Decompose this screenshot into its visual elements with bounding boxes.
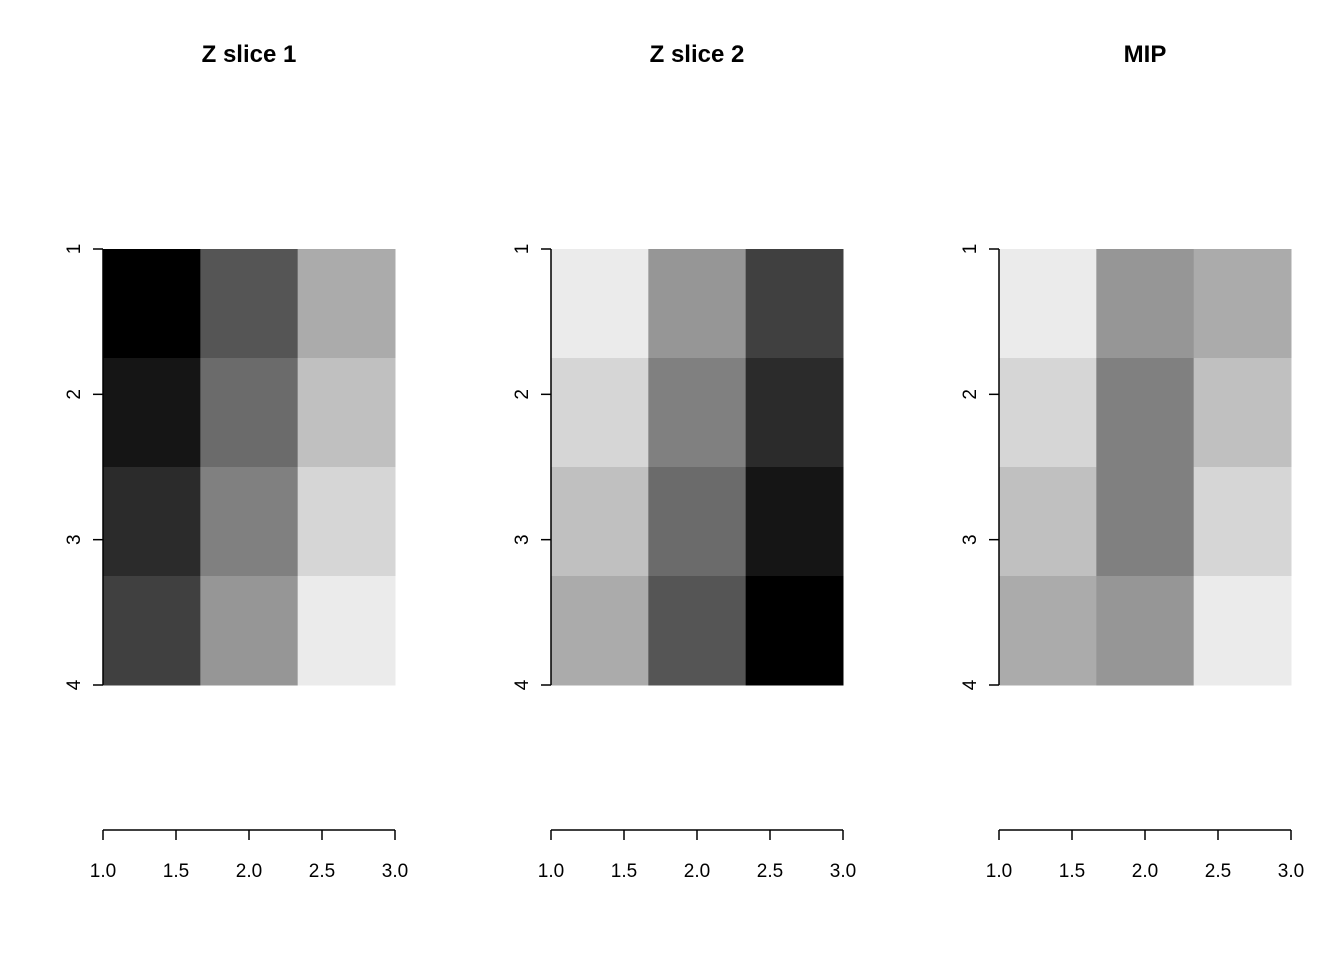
heatmap-cell-r3-c1 <box>551 467 649 577</box>
heatmap-cell-r3-c3 <box>297 467 396 577</box>
heatmap-cell-r1-c3 <box>745 249 844 359</box>
heatmap-cell-r2-c1 <box>103 358 201 468</box>
x-tick-label: 3.0 <box>830 861 856 882</box>
x-tick-label: 1.5 <box>611 861 637 882</box>
x-tick-label: 1.5 <box>163 861 189 882</box>
heatmap-cell-r4-c1 <box>551 576 649 686</box>
x-tick-label: 2.5 <box>309 861 335 882</box>
heatmap-cell-r1-c2 <box>200 249 299 359</box>
heatmap-cell-r3-c3 <box>1193 467 1292 577</box>
x-tick-label: 1.0 <box>538 861 564 882</box>
x-tick-label: 1.5 <box>1059 861 1085 882</box>
heatmap-cell-r4-c2 <box>1096 576 1195 686</box>
y-tick-label: 2 <box>960 389 981 400</box>
y-tick-label: 1 <box>512 244 533 255</box>
heatmap-cell-r1-c1 <box>103 249 201 359</box>
x-tick-label: 2.5 <box>757 861 783 882</box>
heatmap-cell-r2-c2 <box>200 358 299 468</box>
heatmap-cell-r1-c2 <box>1096 249 1195 359</box>
heatmap-cell-r3-c2 <box>1096 467 1195 577</box>
y-tick-label: 4 <box>512 679 533 690</box>
panel-title: MIP <box>1124 41 1167 68</box>
heatmap-cell-r2-c3 <box>297 358 396 468</box>
heatmap-cell-r4-c1 <box>999 576 1097 686</box>
heatmap-panel-1: Z slice 1 1 2 3 4 1.0 1.5 2.0 2.5 3.0 <box>64 41 408 882</box>
y-tick-label: 3 <box>960 534 981 545</box>
heatmap-cell-r4-c3 <box>745 576 844 686</box>
heatmap-cell-r1-c1 <box>551 249 649 359</box>
heatmap-panel-2: Z slice 2 1 2 3 4 1.0 1.5 2.0 2.5 3.0 <box>512 41 856 882</box>
heatmap-cell-r1-c1 <box>999 249 1097 359</box>
x-tick-label: 1.0 <box>986 861 1012 882</box>
y-tick-label: 2 <box>64 389 85 400</box>
y-tick-label: 2 <box>512 389 533 400</box>
y-tick-label: 1 <box>960 244 981 255</box>
heatmap-cell-r3-c1 <box>103 467 201 577</box>
x-tick-label: 2.0 <box>236 861 262 882</box>
heatmap-cell-r4-c1 <box>103 576 201 686</box>
heatmap-cell-r4-c2 <box>200 576 299 686</box>
heatmap-cell-r2-c2 <box>1096 358 1195 468</box>
x-tick-label: 1.0 <box>90 861 116 882</box>
x-tick-label: 3.0 <box>382 861 408 882</box>
heatmap-cell-r2-c1 <box>551 358 649 468</box>
heatmap-cell-r1-c3 <box>297 249 396 359</box>
y-tick-label: 1 <box>64 244 85 255</box>
heatmap-cell-r3-c2 <box>648 467 747 577</box>
x-tick-label: 2.5 <box>1205 861 1231 882</box>
heatmap-cell-r2-c2 <box>648 358 747 468</box>
heatmap-cell-r1-c3 <box>1193 249 1292 359</box>
panel-title: Z slice 2 <box>650 41 745 68</box>
heatmap-panel-3: MIP 1 2 3 4 1.0 1.5 2.0 2.5 3.0 <box>960 41 1304 882</box>
heatmap-cell-r2-c1 <box>999 358 1097 468</box>
heatmap-cell-r4-c3 <box>297 576 396 686</box>
x-tick-label: 3.0 <box>1278 861 1304 882</box>
heatmap-cell-r1-c2 <box>648 249 747 359</box>
heatmap-cell-r3-c2 <box>200 467 299 577</box>
heatmap-cell-r2-c3 <box>1193 358 1292 468</box>
x-tick-label: 2.0 <box>684 861 710 882</box>
panel-title: Z slice 1 <box>202 41 297 68</box>
y-tick-label: 4 <box>64 679 85 690</box>
heatmap-cell-r4-c2 <box>648 576 747 686</box>
heatmap-cell-r2-c3 <box>745 358 844 468</box>
heatmap-cell-r3-c1 <box>999 467 1097 577</box>
y-tick-label: 3 <box>64 534 85 545</box>
y-tick-label: 4 <box>960 679 981 690</box>
heatmap-cell-r3-c3 <box>745 467 844 577</box>
heatmap-cell-r4-c3 <box>1193 576 1292 686</box>
y-tick-label: 3 <box>512 534 533 545</box>
x-tick-label: 2.0 <box>1132 861 1158 882</box>
